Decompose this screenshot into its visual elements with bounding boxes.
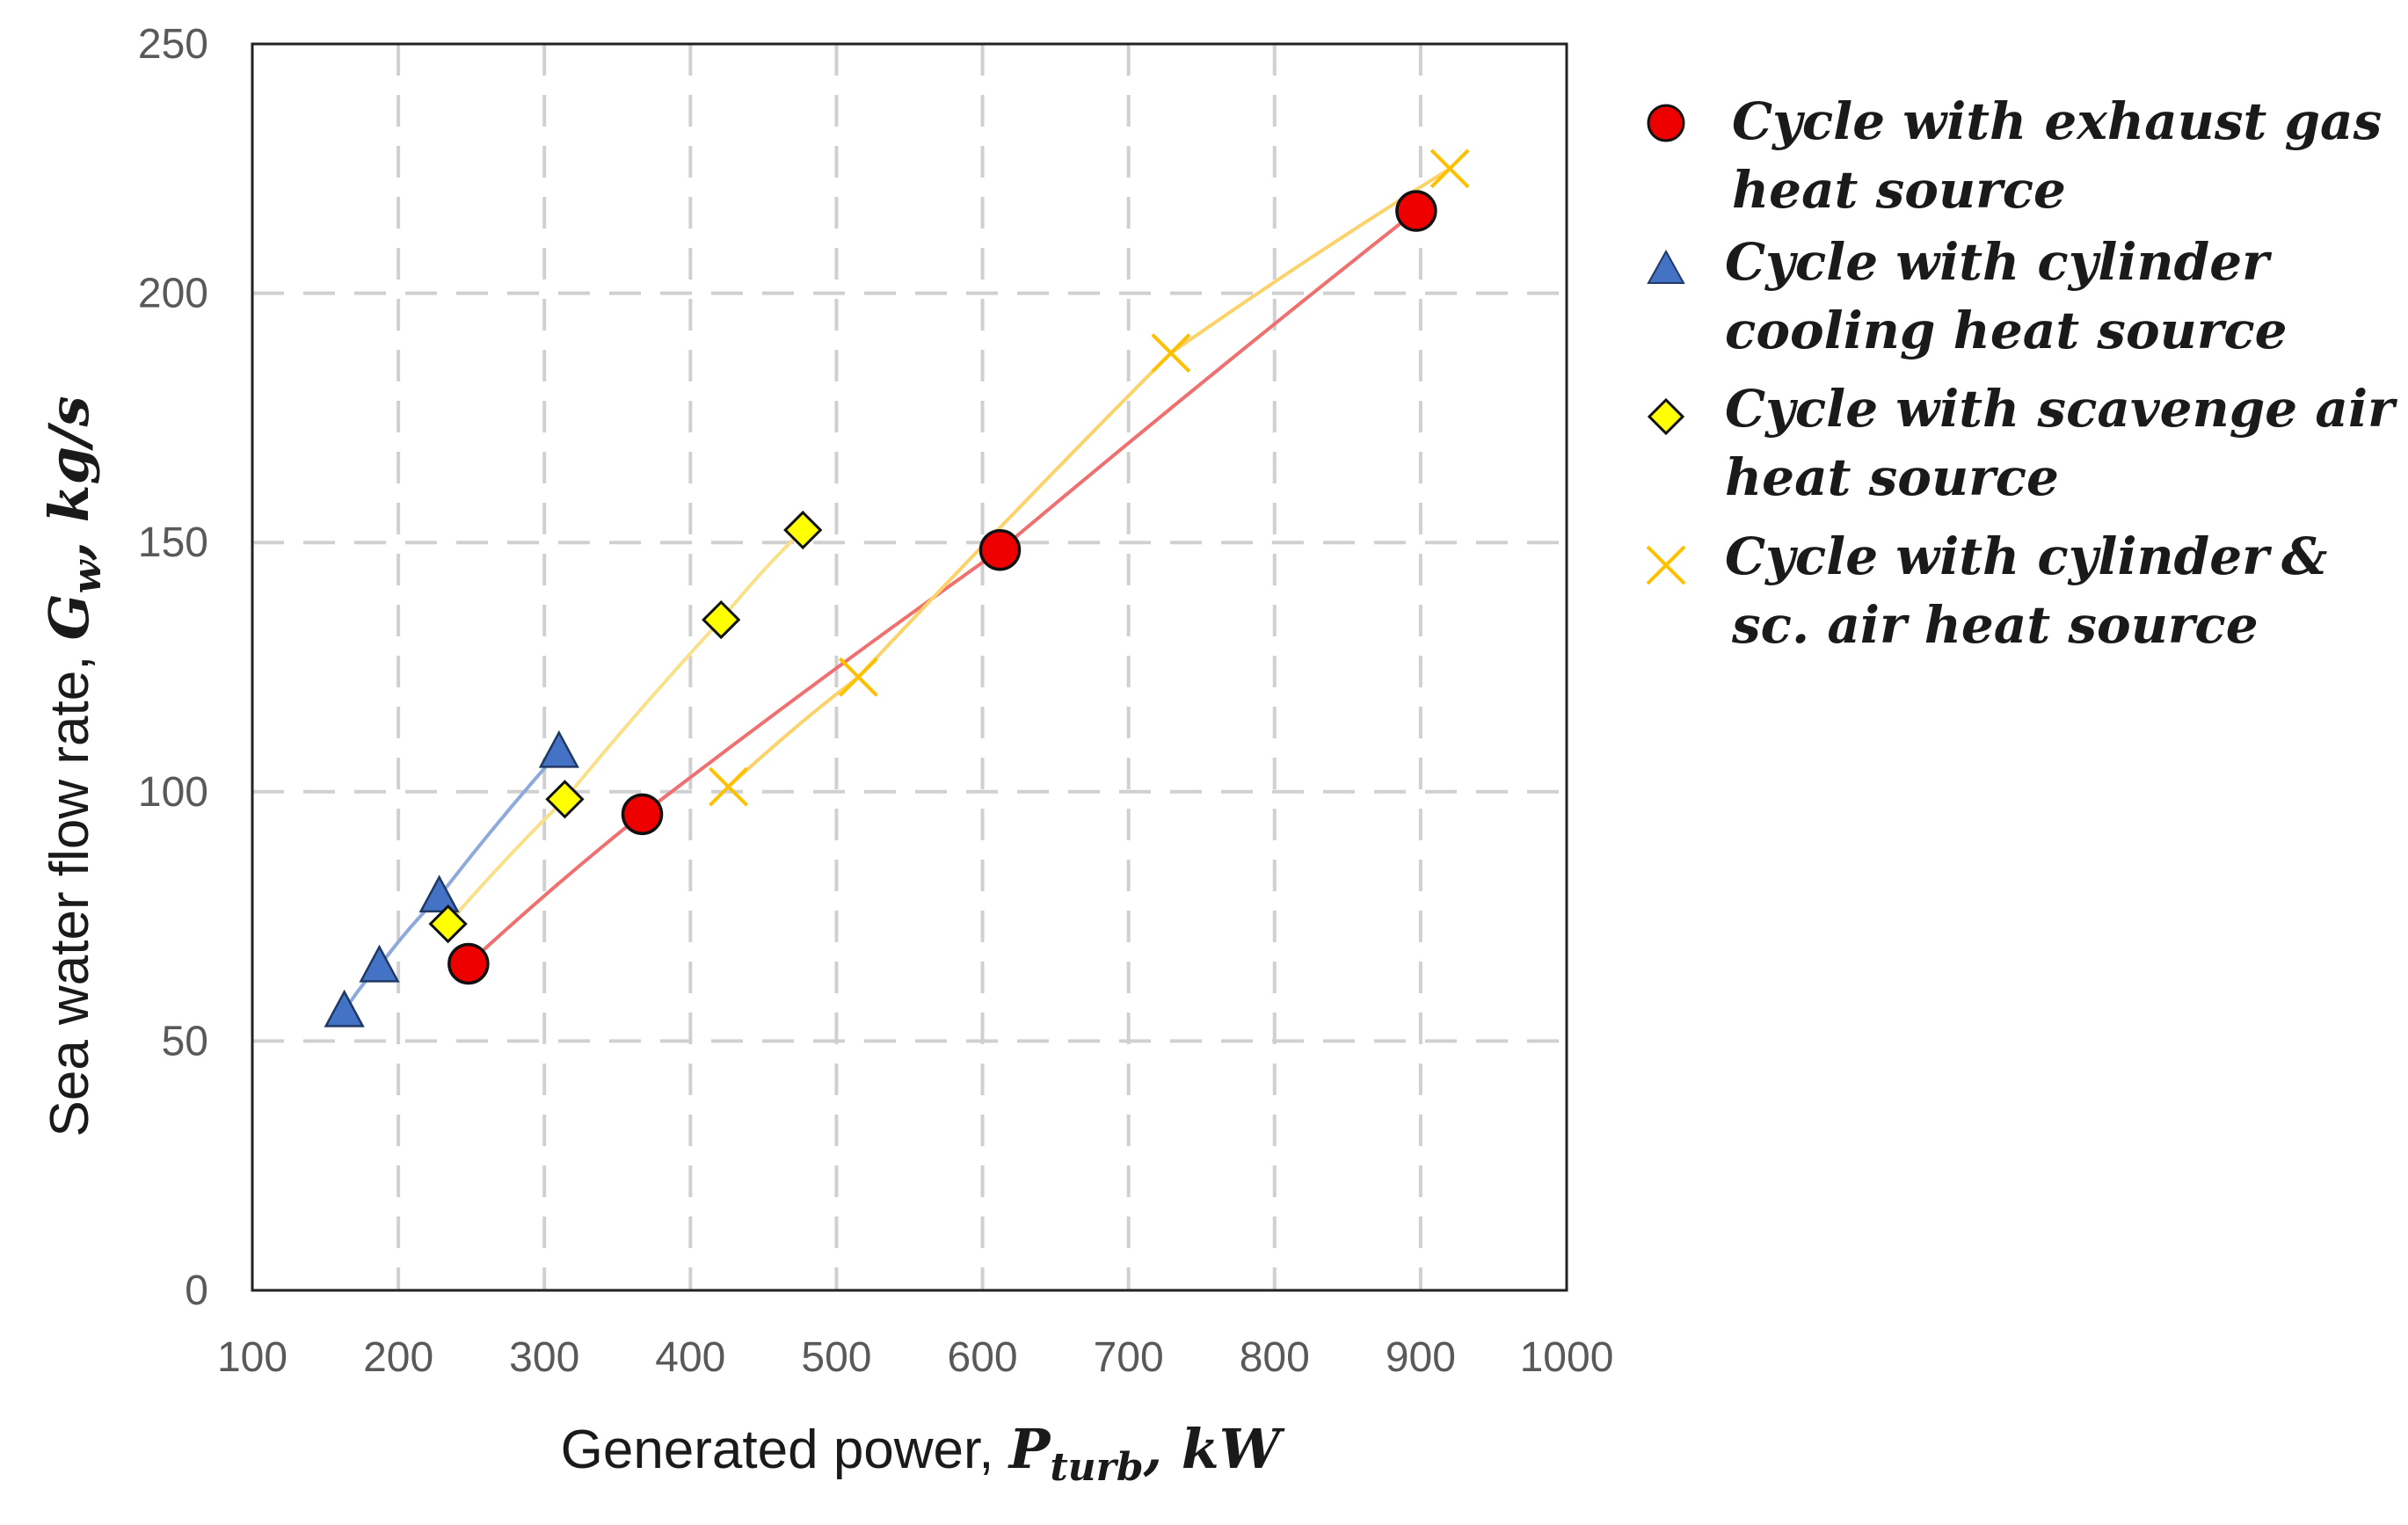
legend-label-line-1: Cycle with cylinder xyxy=(1725,526,2273,586)
legend-label-line-2: sc. air heat source xyxy=(1731,595,2259,655)
y-tick-label: 200 xyxy=(138,271,208,317)
x-tick-label: 1000 xyxy=(1520,1334,1614,1381)
x-tick-label: 800 xyxy=(1240,1334,1310,1381)
data-point-diamond xyxy=(545,780,585,819)
legend-item-cylinder-cooling: Cycle with cylinder cooling heat source xyxy=(1647,232,2288,360)
y-tick-label: 50 xyxy=(162,1018,208,1064)
data-point-triangle xyxy=(538,730,579,768)
y-axis-title-prefix: Sea water flow rate, xyxy=(40,640,100,1136)
data-point-x xyxy=(1151,333,1191,374)
legend-item-cylinder-sc-air: Cycle with cylinder & sc. air heat sourc… xyxy=(1646,526,2327,655)
series-line xyxy=(447,528,804,926)
y-tick-label: 150 xyxy=(138,519,208,566)
legend-marker-triangle xyxy=(1647,249,1685,284)
y-tick-label: 100 xyxy=(138,769,208,816)
x-axis-tick-labels: 100 200 300 400 500 600 700 800 900 1000 xyxy=(217,1334,1613,1381)
data-point-x-stroke xyxy=(1430,149,1470,189)
x-axis-title-prefix: Generated power, xyxy=(561,1420,1009,1480)
x-tick-label: 700 xyxy=(1094,1334,1164,1381)
legend-label-line-2: heat source xyxy=(1725,447,2059,507)
series-line xyxy=(727,167,1451,788)
x-tick-label: 400 xyxy=(655,1334,725,1381)
x-tick-label: 100 xyxy=(217,1334,287,1381)
y-axis-tick-labels: 0 50 100 150 200 250 xyxy=(138,21,208,1314)
legend-marker-x xyxy=(1646,545,1686,585)
x-axis-title-subscript: turb xyxy=(1050,1445,1143,1490)
y-axis-title-symbol: G xyxy=(37,593,101,640)
x-axis-title-symbol: P xyxy=(1008,1417,1052,1481)
data-point-diamond xyxy=(783,510,823,550)
legend-label-line-1: Cycle with exhaust gas xyxy=(1732,91,2382,151)
data-point-x xyxy=(709,766,748,807)
legend-marker-circle xyxy=(1647,104,1685,142)
data-point-x xyxy=(838,657,878,697)
legend-item-exhaust-gas: Cycle with exhaust gas heat source xyxy=(1647,91,2382,220)
legend-label-line-1: Cycle with scavenge air xyxy=(1725,379,2398,439)
grid-lines xyxy=(252,44,1567,1290)
data-point-x xyxy=(1430,149,1470,189)
data-point-x-stroke xyxy=(838,657,878,697)
x-tick-label: 500 xyxy=(801,1334,871,1381)
legend-label-ampersand: & xyxy=(2281,526,2327,586)
series-line xyxy=(467,209,1418,965)
y-tick-label: 250 xyxy=(138,21,208,68)
y-tick-label: 0 xyxy=(185,1267,208,1314)
plot-area-frame xyxy=(251,42,1568,1292)
data-point-circle xyxy=(447,942,490,985)
legend-label-line-2: cooling heat source xyxy=(1725,301,2288,360)
data-point-circle xyxy=(1395,190,1437,232)
x-tick-label: 200 xyxy=(363,1334,433,1381)
x-axis-title: Generated power, Pturb, kW xyxy=(561,1417,1285,1490)
legend: Cycle with exhaust gas heat source Cycle… xyxy=(1646,91,2398,655)
data-point-diamond xyxy=(428,904,468,944)
legend-label-line-1: Cycle with cylinder xyxy=(1725,232,2273,292)
data-point-x-stroke xyxy=(1151,333,1191,374)
y-axis-title: Sea water flow rate, Gw, kg/s xyxy=(37,396,110,1136)
data-point-x-stroke xyxy=(709,766,748,807)
legend-item-scavenge-air: Cycle with scavenge air heat source xyxy=(1647,379,2398,507)
data-point-triangle xyxy=(324,989,365,1028)
data-point-triangle xyxy=(359,944,400,983)
x-tick-label: 300 xyxy=(509,1334,579,1381)
series-markers xyxy=(324,149,1470,1028)
data-point-circle xyxy=(978,528,1022,571)
series-lines xyxy=(342,167,1451,1013)
legend-label-line-2: heat source xyxy=(1732,160,2066,220)
legend-marker-diamond xyxy=(1647,397,1685,436)
x-axis-title-unit: , kW xyxy=(1143,1417,1285,1481)
data-point-triangle xyxy=(418,875,460,913)
y-axis-title-subscript: w xyxy=(65,558,110,593)
y-axis-title-unit: , kg/s xyxy=(37,396,101,561)
x-tick-label: 600 xyxy=(948,1334,1018,1381)
data-point-diamond xyxy=(702,599,741,640)
data-point-circle xyxy=(621,793,664,836)
x-tick-label: 900 xyxy=(1386,1334,1456,1381)
